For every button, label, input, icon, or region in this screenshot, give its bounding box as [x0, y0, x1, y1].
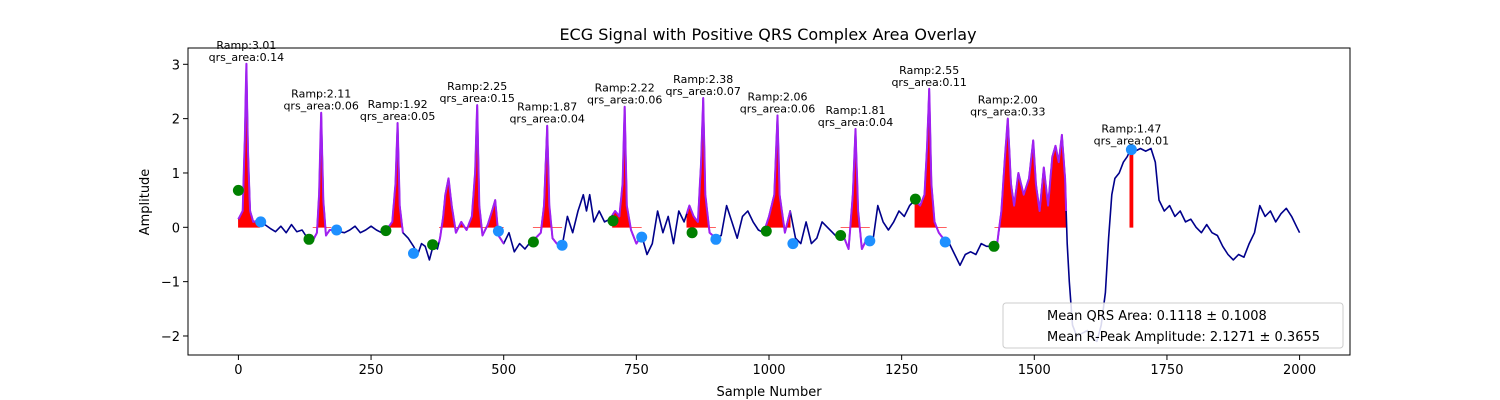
qrs-onset-marker-4	[427, 239, 439, 251]
legend-box	[1002, 302, 1344, 349]
peak-annotation-ramp-5: Ramp:1.87	[517, 101, 577, 114]
chart-title: ECG Signal with Positive QRS Complex Are…	[559, 25, 976, 44]
x-tick-label-500: 500	[491, 363, 516, 378]
y-tick-label-0: 0	[172, 221, 180, 236]
qrs-signal-segment-11	[993, 117, 1068, 246]
legend-entry-mean-qrs-area: Mean QRS Area: 0.1118 ± 0.1008	[1047, 309, 1267, 324]
peak-annotation-ramp-4: Ramp:2.25	[447, 80, 507, 93]
x-tick-label-1500: 1500	[1018, 363, 1051, 378]
qrs-onset-marker-3	[380, 225, 392, 237]
qrs-onset-marker-8	[760, 225, 772, 237]
peak-annotation-ramp-6: Ramp:2.22	[595, 82, 655, 95]
y-tick-label-1: 1	[172, 167, 180, 182]
peak-annotation-area-12: qrs_area:0.01	[1094, 134, 1169, 147]
qrs-signal-segment-2	[311, 111, 332, 242]
peak-annotation-area-2: qrs_area:0.06	[283, 100, 358, 113]
y-tick-label--1: −1	[161, 276, 180, 291]
qrs-onset-marker-5	[527, 236, 539, 248]
qrs-signal-segment-7	[685, 97, 717, 239]
qrs-onset-marker-6	[607, 215, 619, 227]
x-tick-label-2000: 2000	[1283, 363, 1316, 378]
x-tick-label-750: 750	[624, 363, 649, 378]
qrs-offset-marker-9	[864, 235, 876, 247]
legend: Mean QRS Area: 0.1118 ± 0.1008 Mean R-Pe…	[1002, 302, 1344, 349]
axis-ticks: 0 250 500 750 1000 1250 1500 1750 2000 −2 −1 0 1 2 3	[161, 58, 1316, 378]
qrs-signal-segment-8	[762, 114, 792, 234]
qrs-area-fill-12	[1129, 146, 1134, 228]
x-tick-label-1000: 1000	[752, 363, 785, 378]
x-tick-label-1750: 1750	[1150, 363, 1183, 378]
y-tick-label--2: −2	[161, 330, 180, 345]
qrs-onset-marker-11	[988, 240, 1000, 252]
peak-annotation-ramp-8: Ramp:2.06	[747, 90, 807, 103]
x-tick-label-0: 0	[234, 363, 242, 378]
qrs-area-fill-4	[439, 105, 504, 228]
qrs-offset-marker-3	[408, 247, 419, 259]
peak-annotation-ramp-9: Ramp:1.81	[825, 104, 885, 117]
qrs-signal-segment-10	[914, 87, 948, 243]
qrs-offset-marker-8	[787, 238, 799, 250]
plot-area: Ramp:3.01qrs_area:0.14Ramp:2.11qrs_area:…	[209, 39, 1301, 343]
peak-annotation-area-7: qrs_area:0.07	[665, 85, 740, 98]
peak-annotation-ramp-12: Ramp:1.47	[1101, 122, 1161, 135]
y-tick-label-3: 3	[172, 58, 180, 73]
peak-annotation-ramp-10: Ramp:2.55	[899, 64, 959, 77]
qrs-onset-marker-10	[909, 193, 921, 205]
peak-annotation-area-6: qrs_area:0.06	[587, 94, 662, 107]
x-axis-label: Sample Number	[716, 385, 822, 400]
qrs-offset-marker-10	[939, 236, 951, 248]
qrs-offset-marker-4	[492, 225, 504, 237]
qrs-offset-marker-2	[331, 224, 343, 236]
qrs-signal-segment-1	[237, 62, 261, 223]
qrs-onset-marker-7	[686, 227, 698, 239]
x-tick-label-250: 250	[359, 363, 384, 378]
qrs-onset-marker-2	[303, 233, 315, 245]
peak-annotation-ramp-7: Ramp:2.38	[673, 73, 733, 86]
qrs-signal-segment-4	[438, 104, 505, 245]
qrs-onset-marker-1	[232, 184, 244, 196]
peak-annotation-area-9: qrs_area:0.04	[818, 116, 893, 129]
peak-annotation-ramp-3: Ramp:1.92	[368, 98, 428, 111]
y-axis-label: Amplitude	[138, 169, 153, 236]
qrs-offset-marker-7	[710, 233, 722, 245]
y-tick-label-2: 2	[172, 113, 180, 128]
peak-annotation-ramp-11: Ramp:2.00	[978, 94, 1038, 107]
qrs-signal-segment-6	[611, 105, 643, 245]
qrs-offset-marker-6	[636, 231, 648, 243]
peak-annotation-area-11: qrs_area:0.33	[970, 106, 1045, 119]
peak-annotation-area-3: qrs_area:0.05	[360, 110, 435, 123]
x-tick-label-1250: 1250	[885, 363, 918, 378]
peak-annotation-area-1: qrs_area:0.14	[209, 51, 284, 64]
peak-annotation-area-8: qrs_area:0.06	[740, 102, 815, 115]
peak-annotation-area-10: qrs_area:0.11	[891, 76, 966, 89]
qrs-offset-marker-11	[1125, 144, 1137, 156]
peak-annotation-ramp-2: Ramp:2.11	[291, 88, 351, 101]
qrs-offset-marker-1	[255, 216, 267, 228]
legend-entry-mean-r-peak-amplitude: Mean R-Peak Amplitude: 2.1271 ± 0.3655	[1047, 330, 1320, 345]
peak-annotation-ramp-1: Ramp:3.01	[216, 39, 276, 52]
peak-annotation-area-5: qrs_area:0.04	[509, 113, 584, 126]
peak-annotation-area-4: qrs_area:0.15	[439, 92, 514, 105]
qrs-onset-marker-9	[835, 230, 847, 241]
qrs-offset-marker-5	[556, 239, 568, 251]
